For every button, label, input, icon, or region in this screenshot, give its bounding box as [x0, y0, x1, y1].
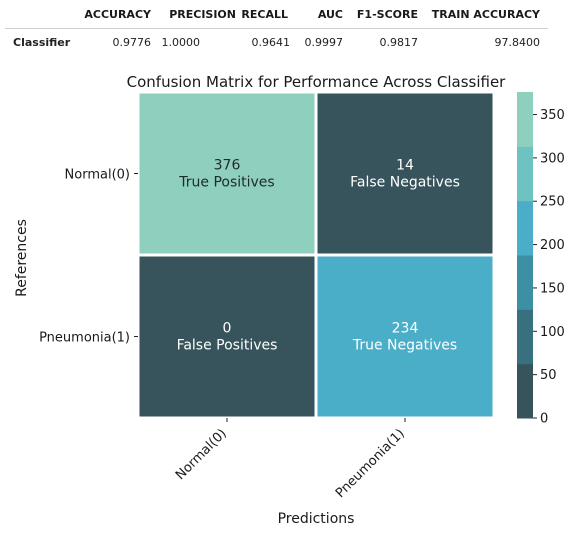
colorbar-tick-label: 200: [540, 238, 565, 253]
cell-value-label: 0: [223, 321, 232, 337]
y-axis: Normal(0) Pneumonia(1): [39, 168, 138, 346]
metrics-data-row: Classifier 0.9776 1.0000 0.9641 0.9997 0…: [0, 32, 548, 54]
colorbar-segment: [517, 200, 533, 256]
cell-value-label: 14: [396, 158, 414, 174]
heatmap-cell: [314, 253, 496, 420]
cell-description-label: True Negatives: [352, 338, 457, 354]
colorbar-segment: [517, 255, 533, 310]
x-axis-label: Predictions: [278, 511, 355, 527]
metrics-value-recall: 0.9641: [251, 36, 291, 49]
metrics-header-auc: AUC: [317, 8, 343, 21]
metrics-divider: [5, 28, 548, 29]
colorbar-tick-label: 100: [540, 325, 565, 340]
y-axis-label: References: [14, 219, 30, 297]
metrics-value-precision: 1.0000: [161, 36, 201, 49]
colorbar-segment: [517, 309, 533, 365]
y-tick-label: Pneumonia(1): [39, 331, 130, 346]
x-tick-label: Normal(0): [173, 426, 230, 483]
colorbar-tick-label: 250: [540, 195, 565, 210]
metrics-header-f1-score: F1-SCORE: [356, 8, 418, 21]
cell-description-label: False Positives: [177, 338, 278, 354]
metrics-header-recall: RECALL: [241, 8, 288, 21]
heatmap-cell: [136, 253, 318, 420]
cell-description-label: True Positives: [178, 175, 274, 191]
colorbar-tick-label: 350: [540, 108, 565, 123]
metrics-value-train-accuracy: 97.8400: [494, 36, 541, 49]
cell-value-label: 376: [214, 158, 241, 174]
metrics-value-f1-score: 0.9817: [379, 36, 419, 49]
colorbar: 0 50 100 150 200 250 300 350: [517, 92, 565, 427]
chart-title: Confusion Matrix for Performance Across …: [127, 73, 507, 91]
colorbar-segment: [517, 146, 533, 202]
metrics-value-auc: 0.9997: [304, 36, 344, 49]
metrics-header-row: ACCURACY PRECISION RECALL AUC F1-SCORE T…: [0, 4, 548, 26]
metrics-row-label: Classifier: [13, 36, 71, 49]
x-tick-label: Pneumonia(1): [333, 426, 408, 501]
colorbar-segment: [517, 92, 533, 147]
metrics-header-precision: PRECISION: [169, 8, 236, 21]
x-axis: Normal(0) Pneumonia(1): [173, 418, 408, 501]
cell-description-label: False Negatives: [350, 175, 460, 191]
heatmap-cell: [136, 90, 318, 257]
colorbar-tick-label: 0: [540, 412, 548, 427]
colorbar-segment: [517, 363, 533, 419]
cell-value-label: 234: [392, 321, 419, 337]
metrics-value-accuracy: 0.9776: [112, 36, 152, 49]
colorbar-tick-label: 50: [540, 368, 557, 383]
metrics-header-accuracy: ACCURACY: [84, 8, 151, 21]
colorbar-tick-label: 150: [540, 281, 565, 296]
colorbar-tick-label: 300: [540, 151, 565, 166]
y-tick-label: Normal(0): [65, 168, 130, 183]
metrics-header-train-accuracy: TRAIN ACCURACY: [431, 8, 540, 21]
heatmap-cell: [314, 90, 496, 257]
